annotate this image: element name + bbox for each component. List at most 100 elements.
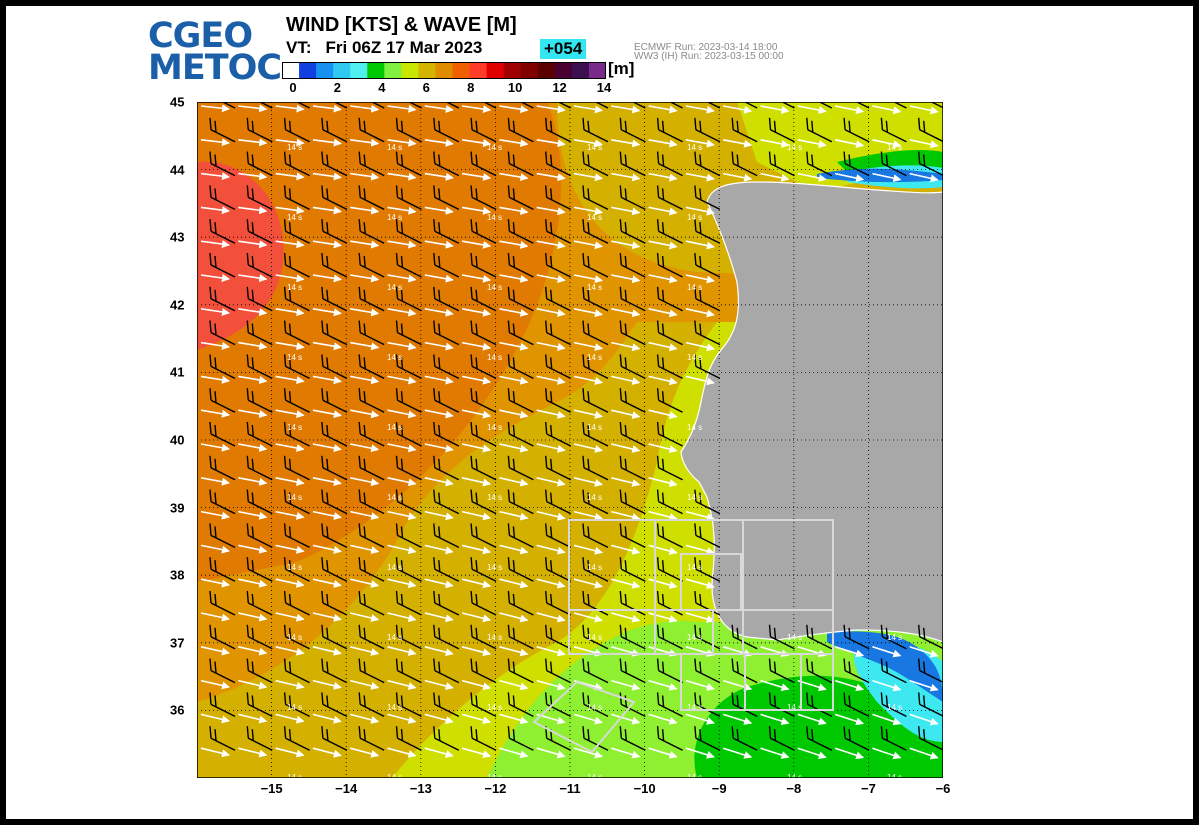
- wind-vector: [424, 151, 460, 181]
- forecast-subareas: [532, 519, 834, 754]
- wind-vector: [200, 151, 236, 181]
- wind-vector: [350, 489, 385, 521]
- wind-vector: [424, 624, 460, 657]
- wave-period-label: 14 s: [487, 213, 502, 222]
- wind-vector: [275, 421, 310, 452]
- wind-vector: [685, 658, 721, 691]
- wind-vector: [648, 421, 683, 454]
- wind-vector: [200, 590, 236, 622]
- wave-period-label: 14 s: [587, 143, 602, 152]
- wind-vector: [611, 102, 646, 114]
- wave-period-label: 14 s: [887, 143, 902, 152]
- wind-vector: [238, 252, 273, 283]
- colorbar-segment: [299, 62, 317, 79]
- wind-vector: [312, 151, 348, 181]
- wind-vector: [238, 590, 273, 622]
- wind-vector: [424, 286, 460, 317]
- wind-vector: [499, 692, 534, 725]
- wind-vector: [424, 117, 460, 147]
- wind-vector: [238, 320, 273, 350]
- wind-vector: [275, 489, 310, 520]
- wind-vector: [685, 557, 721, 589]
- wind-vector: [573, 117, 609, 148]
- wind-vector: [573, 151, 609, 182]
- wind-vector: [424, 185, 460, 215]
- wave-period-label: 14 s: [887, 633, 902, 642]
- wind-vector: [648, 286, 683, 318]
- wave-period-label: 14 s: [887, 703, 902, 712]
- wind-vector: [536, 421, 572, 453]
- colorbar-segment: [333, 62, 351, 79]
- wind-vector: [275, 624, 310, 656]
- wave-period-label: 14 s: [587, 423, 602, 432]
- wind-vector: [238, 151, 273, 181]
- wind-vector: [200, 557, 236, 588]
- wind-vector: [611, 185, 646, 216]
- wave-period-label: 14 s: [387, 353, 402, 362]
- wind-vector: [312, 624, 348, 656]
- wave-period-label: 14 s: [487, 423, 502, 432]
- wind-vector: [238, 185, 273, 215]
- wind-vector: [499, 354, 534, 385]
- wind-vector: [238, 102, 273, 113]
- wind-vector: [200, 185, 236, 215]
- wind-vector: [611, 219, 646, 250]
- wind-vector: [312, 523, 348, 554]
- wave-period-label: 14 s: [287, 703, 302, 712]
- wind-vector: [387, 102, 422, 113]
- wind-vector: [872, 624, 907, 658]
- wave-period-label: 14 s: [587, 563, 602, 572]
- wind-vector: [461, 557, 497, 589]
- colorbar-tick-label: 14: [596, 80, 612, 95]
- wind-vector: [238, 726, 273, 758]
- wind-vector: [387, 726, 422, 758]
- wind-vector: [200, 726, 236, 758]
- wind-vector: [797, 726, 833, 760]
- colorbar-segment: [554, 62, 573, 79]
- wind-vector: [461, 658, 497, 691]
- wind-vector: [200, 489, 236, 520]
- wind-vector: [573, 489, 609, 521]
- wind-vector: [461, 726, 497, 759]
- wind-vector: [760, 151, 795, 182]
- colorbar-segment: [418, 62, 436, 79]
- wind-vector: [685, 354, 721, 386]
- wind-vector: [760, 658, 795, 692]
- wind-vector: [536, 151, 572, 182]
- wind-vector: [909, 117, 943, 149]
- wind-vector: [350, 455, 385, 487]
- wind-vector: [424, 455, 460, 487]
- wind-vector: [648, 455, 683, 487]
- wind-vector: [275, 252, 310, 283]
- wind-vector: [312, 557, 348, 588]
- wind-vector: [573, 523, 609, 555]
- chart-title: WIND [KTS] & WAVE [M]: [286, 14, 517, 36]
- wind-vector: [909, 624, 943, 658]
- wave-period-label: 14 s: [687, 633, 702, 642]
- wind-vector: [872, 151, 907, 183]
- wind-vector: [238, 421, 273, 452]
- wind-vector: [499, 590, 534, 623]
- wind-vector: [461, 185, 497, 215]
- wave-period-label: 14 s: [287, 493, 302, 502]
- wave-period-label: 14 s: [387, 423, 402, 432]
- wave-period-label: 14 s: [287, 143, 302, 152]
- wind-vector: [648, 252, 683, 284]
- colorbar-segment: [367, 62, 385, 79]
- colorbar-unit: [m]: [608, 59, 635, 78]
- wave-period-label: 14 s: [487, 633, 502, 642]
- wind-vector: [499, 286, 534, 317]
- wind-vector: [350, 252, 385, 283]
- wind-vector: [200, 388, 236, 418]
- wind-vector: [685, 320, 721, 352]
- wind-vector: [536, 557, 572, 589]
- wave-period-label: 14 s: [387, 633, 402, 642]
- wind-vector: [536, 102, 572, 114]
- wind-vector: [872, 102, 907, 115]
- wind-vector: [349, 726, 385, 758]
- wind-vector: [797, 102, 833, 115]
- wind-vector: [499, 252, 534, 283]
- wind-vector: [424, 658, 460, 691]
- colorbar-segment: [537, 62, 556, 79]
- latitude-tick-label: 37: [170, 635, 185, 651]
